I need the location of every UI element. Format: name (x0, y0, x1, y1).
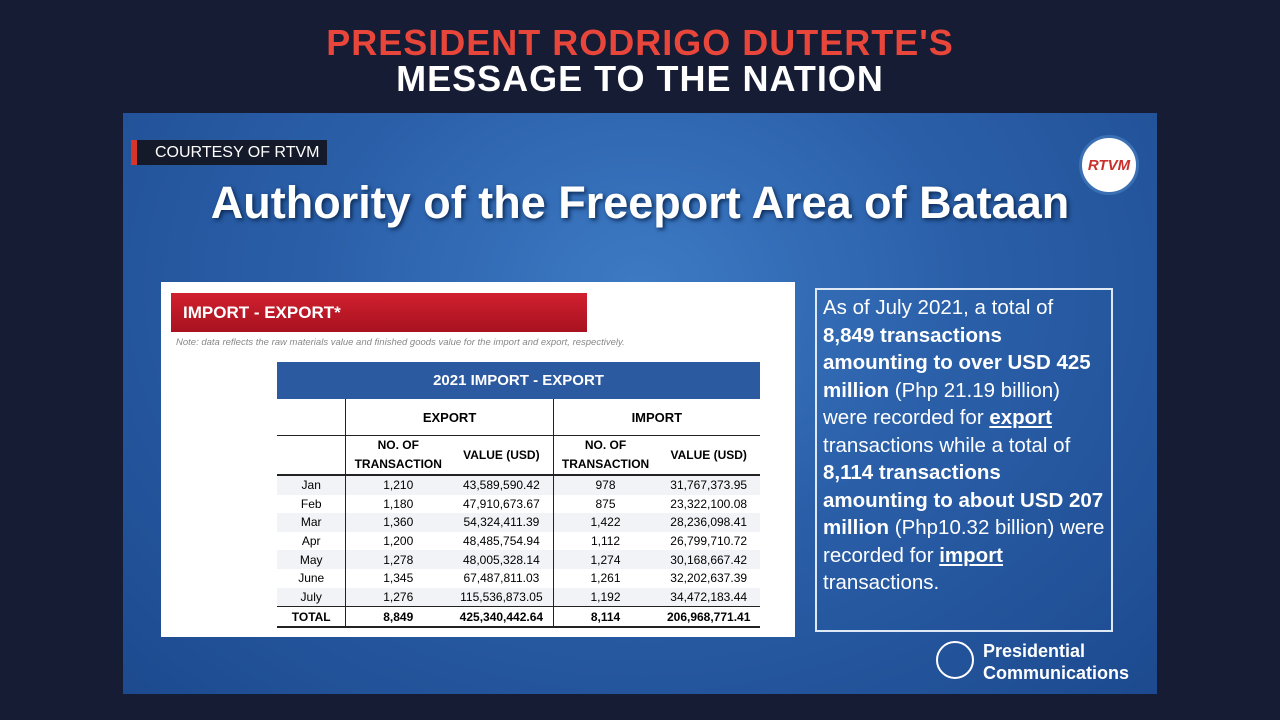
group-row: EXPORT IMPORT (277, 399, 760, 436)
table-cell: Mar (277, 513, 347, 532)
table-cell: 1,210 (345, 475, 451, 495)
summary-text: transactions while a total of (823, 433, 1071, 457)
subheader: VALUE (USD) (450, 435, 554, 476)
table-cell: 875 (595, 496, 616, 511)
summary-keyword: import (939, 543, 1004, 567)
table-row: June 1,345 67,487,811.03 1,261 32,202,637.39 (277, 568, 760, 588)
courtesy-label: COURTESY OF RTVM (131, 140, 328, 165)
rtvm-logo: RTVM (1079, 135, 1139, 195)
table-cell: 1,192 (553, 587, 658, 607)
table: EXPORT IMPORT NO. OF TRANSACTION VALUE (… (277, 399, 760, 629)
summary-text: As of July 2021, a total of (823, 296, 1054, 319)
subheader-row: NO. OF TRANSACTION VALUE (USD) NO. OF TR… (277, 435, 760, 476)
table-row: Jan 1,210 43,589,590.42 978 31,767,373.95 (277, 475, 760, 495)
slide-title: Authority of the Freeport Area of Bataan (210, 177, 1070, 228)
table-cell: 8,114 (553, 606, 658, 629)
table-cell: 978 (553, 475, 658, 495)
table-cell: 1,112 (590, 534, 621, 549)
summary-text: transactions. (823, 571, 940, 594)
summary-box: As of July 2021, a total of 8,849 transa… (815, 288, 1113, 632)
table-cell: Apr (277, 531, 347, 551)
table-cell: 48,005,328.14 (450, 550, 554, 569)
subheader: NO. OF TRANSACTION (345, 435, 451, 476)
table-cell: Jan (277, 475, 347, 495)
slide: COURTESY OF RTVM Authority of the Freepo… (123, 113, 1157, 694)
table-row: Feb 1,180 47,910,673.67 875 23,322,100.08 (277, 494, 760, 514)
table-cell: 48,485,754.94 (450, 531, 554, 551)
group-header: EXPORT (345, 399, 554, 436)
header-line-1: PRESIDENT RODRIGO DUTERTE'S (326, 22, 954, 63)
footer-line: Communications (983, 663, 1130, 683)
table-row: Apr 1,200 48,485,754.94 1,112 26,799,710.72 (277, 531, 760, 551)
blank-cell (277, 399, 347, 436)
table-cell: 43,589,590.42 (450, 475, 554, 495)
table-cell: 28,236,098.41 (657, 513, 760, 532)
table-cell: 67,487,811.03 (450, 568, 554, 588)
blank-cell (277, 435, 347, 476)
table-cell: 1,360 (345, 513, 451, 532)
table-cell: 31,767,373.95 (657, 475, 760, 495)
group-header: IMPORT (553, 399, 760, 436)
table-cell: 1,422 (553, 513, 658, 532)
table-cell: 23,322,100.08 (670, 496, 748, 511)
table-cell: 1,261 (590, 571, 621, 586)
table-cell: TOTAL (277, 606, 347, 629)
table-cell: July (277, 587, 347, 607)
table-cell: 1,345 (383, 571, 414, 586)
table-cell: 54,324,411.39 (450, 513, 554, 532)
table-cell: May (277, 550, 347, 569)
table-cell: 8,849 (345, 606, 451, 629)
footer-logo-text: Presidential Communications (983, 640, 1129, 684)
summary-highlight: 8,114 transactions amounting to about US… (823, 461, 1104, 539)
panel-note: Note: data reflects the raw materials va… (176, 337, 625, 348)
summary-highlight: 8,849 transactions amounting to over USD… (823, 323, 1091, 402)
table-cell: 1,278 (345, 550, 451, 569)
summary-text: (Php 21.19 billion) were recorded for (823, 378, 1060, 430)
table-cell: 425,340,442.64 (450, 606, 554, 629)
table-cell: 115,536,873.05 (450, 587, 554, 607)
table-title: 2021 IMPORT - EXPORT (277, 362, 760, 399)
subheader: NO. OF TRANSACTION (553, 435, 658, 476)
summary-keyword: export (989, 406, 1053, 429)
table-cell: 47,910,673.67 (450, 494, 554, 514)
table-row: May 1,278 48,005,328.14 1,274 30,168,667.42 (277, 550, 760, 569)
table-cell: 32,202,637.39 (670, 571, 748, 586)
header-line-2: MESSAGE TO THE NATION (396, 58, 884, 99)
table-row: July 1,276 115,536,873.05 1,192 34,472,183.4… (277, 587, 760, 607)
subheader: VALUE (USD) (657, 435, 760, 476)
table-cell: 1,274 (553, 550, 658, 569)
total-row: TOTAL 8,849 425,340,442.64 8,114 206,968,771… (277, 606, 760, 629)
table-cell: 206,968,771.41 (657, 606, 760, 629)
table-cell: 1,200 (383, 534, 414, 549)
table-body: Jan 1,210 43,589,590.42 978 31,767,373.95 Feb… (277, 475, 760, 607)
summary-text: (Php10.32 billion) were recorded for (823, 516, 1105, 567)
table-cell: 26,799,710.72 (670, 534, 748, 549)
pco-seal (936, 641, 974, 679)
table-cell: 30,168,667.42 (657, 550, 760, 569)
table-cell: 1,180 (383, 496, 414, 511)
table-cell: 34,472,183.44 (657, 587, 760, 607)
table-block: 2021 IMPORT - EXPORT EXPORT IMPORT NO. O… (277, 362, 760, 629)
table-panel: IMPORT - EXPORT* Note: data reflects the… (161, 282, 795, 637)
footer-line: Presidential (983, 641, 1086, 661)
panel-tab: IMPORT - EXPORT* (171, 293, 587, 332)
table-row: Mar 1,360 54,324,411.39 1,422 28,236,098.41 (277, 513, 760, 532)
table-cell: June (277, 568, 347, 588)
table-cell: Feb (277, 494, 347, 514)
table-cell: 1,276 (345, 587, 451, 607)
